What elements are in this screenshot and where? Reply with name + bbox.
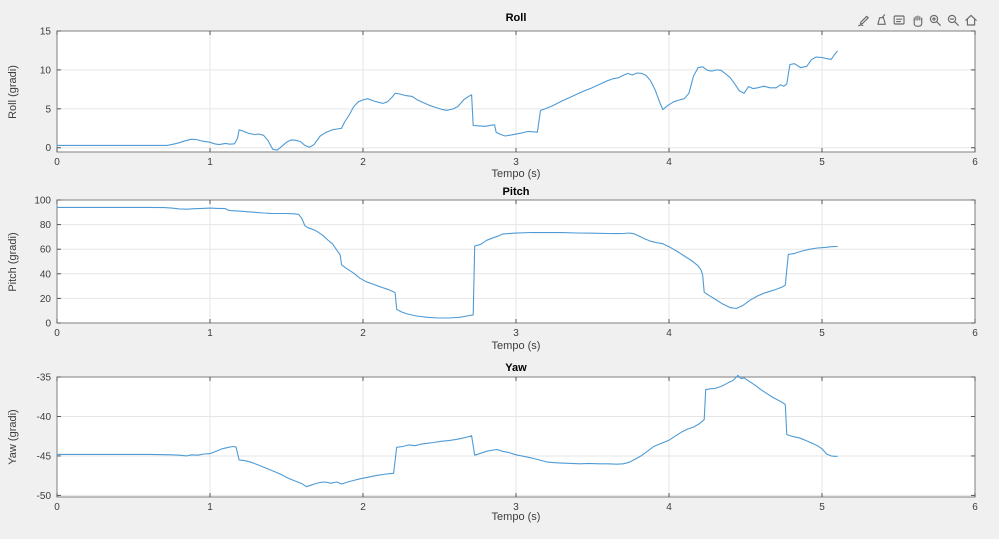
yaw-xtick-label: 3: [513, 502, 519, 513]
yaw-yaxis-label: Yaw (gradi): [7, 409, 19, 465]
axes-toolbar: [856, 12, 978, 28]
pitch-yaxis-label: Pitch (gradi): [7, 231, 19, 292]
restore-view-icon[interactable]: [964, 13, 978, 27]
yaw-data-line: [56, 374, 838, 488]
roll-xtick-label: 3: [513, 157, 519, 168]
yaw-ytick-label: -35: [37, 373, 52, 384]
roll-ytick-label: 15: [40, 27, 52, 38]
pitch-ytick-label: 100: [34, 196, 51, 207]
pitch-ytick-label: 0: [45, 319, 51, 330]
pitch-xaxis-label: Tempo (s): [491, 340, 541, 352]
zoom-out-icon[interactable]: [946, 13, 960, 27]
pitch-ytick-label: 80: [40, 220, 52, 231]
datatips-icon[interactable]: [892, 13, 906, 27]
roll-xtick-label: 1: [207, 157, 213, 168]
yaw-xaxis-label: Tempo (s): [491, 511, 541, 523]
pitch-xtick-label: 2: [360, 328, 366, 339]
pitch-ytick-label: 20: [40, 294, 52, 305]
pitch-xtick-label: 1: [207, 328, 213, 339]
roll-plot-title: Roll: [505, 12, 527, 24]
roll-xtick-label: 5: [819, 157, 825, 168]
roll-xtick-label: 2: [360, 157, 366, 168]
pitch-xtick-label: 4: [666, 328, 672, 339]
yaw-ytick-label: -50: [37, 491, 52, 502]
pitch-xtick-label: 3: [513, 328, 519, 339]
pitch-xtick-label: 5: [819, 328, 825, 339]
edit-plot-icon[interactable]: [856, 13, 870, 27]
yaw-xtick-label: 5: [819, 502, 825, 513]
brush-data-icon[interactable]: [874, 13, 888, 27]
yaw-xtick-label: 0: [54, 502, 60, 513]
yaw-plot-title: Yaw: [505, 362, 527, 374]
pitch-plot-title: Pitch: [502, 186, 530, 198]
roll-ytick-label: 10: [40, 65, 52, 76]
roll-xtick-label: 0: [54, 157, 60, 168]
roll-yaxis-label: Roll (gradi): [7, 64, 19, 119]
yaw-xtick-label: 6: [972, 502, 978, 513]
pitch-ytick-label: 40: [40, 269, 52, 280]
yaw-xtick-label: 1: [207, 502, 213, 513]
pitch-xtick-label: 6: [972, 328, 978, 339]
roll-ytick-label: 0: [45, 143, 51, 154]
roll-data-line: [56, 50, 838, 151]
yaw-xtick-label: 2: [360, 502, 366, 513]
pitch-ytick-label: 60: [40, 245, 52, 256]
yaw-ytick-label: -45: [37, 451, 52, 462]
roll-xtick-label: 4: [666, 157, 672, 168]
pan-icon[interactable]: [910, 13, 924, 27]
zoom-in-icon[interactable]: [928, 13, 942, 27]
yaw-ytick-label: -40: [37, 412, 52, 423]
roll-xtick-label: 6: [972, 157, 978, 168]
roll-xaxis-label: Tempo (s): [491, 168, 541, 180]
roll-ytick-label: 5: [45, 104, 51, 115]
yaw-xtick-label: 4: [666, 502, 672, 513]
pitch-xtick-label: 0: [54, 328, 60, 339]
pitch-data-line: [56, 206, 838, 319]
